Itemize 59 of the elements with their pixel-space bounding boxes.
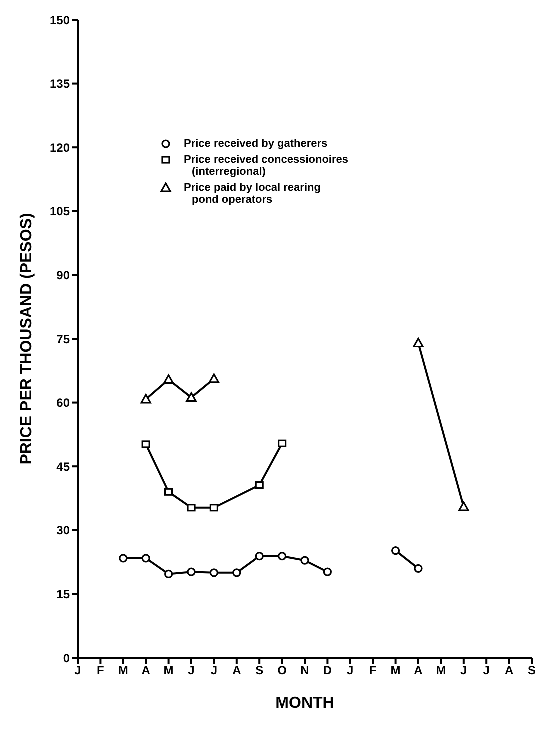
x-tick-label: O (278, 664, 287, 678)
x-tick-label: A (142, 664, 151, 678)
x-tick-label: J (460, 664, 468, 678)
y-tick-label: 135 (50, 77, 70, 92)
point (187, 568, 196, 576)
y-tick-label: 150 (50, 13, 70, 28)
point (210, 504, 218, 512)
x-tick-label: M (436, 664, 446, 678)
point (414, 564, 423, 573)
x-tick-label: F (97, 664, 104, 678)
point (300, 556, 310, 565)
y-axis-title: PRICE PER THOUSAND (PESOS) (18, 213, 36, 465)
x-tick-label: J (347, 664, 354, 678)
point (255, 552, 264, 561)
x-axis-title: MONTH (276, 695, 334, 712)
point (278, 552, 287, 561)
point (210, 568, 218, 578)
x-tick-label: F (369, 664, 377, 678)
point (255, 482, 264, 490)
x-tick-label: J (210, 664, 218, 678)
x-tick-label: A (232, 664, 242, 678)
point (164, 374, 174, 384)
y-tick-label: 75 (56, 332, 70, 346)
x-tick-label: J (74, 664, 82, 678)
y-tick-label: 90 (56, 268, 70, 282)
point (392, 546, 400, 556)
x-tick-label: N (300, 664, 310, 678)
x-tick-label: M (118, 664, 128, 678)
point (140, 394, 152, 404)
y-tick-label: 120 (50, 140, 70, 155)
point (164, 488, 174, 496)
point (208, 374, 220, 384)
x-tick-label: J (483, 664, 490, 678)
legend-label: Price received by gatherers (184, 138, 328, 150)
y-tick-label: 105 (50, 204, 70, 219)
x-tick-label: M (164, 664, 174, 678)
point (119, 554, 128, 563)
x-tick-label: S (528, 664, 536, 678)
y-tick-label: 0 (63, 651, 70, 666)
x-tick-label: D (323, 664, 332, 678)
y-tick-label: 30 (56, 524, 70, 538)
x-tick-label: A (504, 664, 514, 678)
y-tick-label: 60 (56, 396, 70, 410)
point (187, 504, 196, 512)
point (232, 568, 242, 578)
legend-label: Price received concessionoires (interregional) (184, 154, 348, 178)
y-tick-label: 45 (56, 460, 70, 474)
y-tick-label: 15 (56, 587, 70, 602)
x-tick-label: S (256, 664, 264, 678)
point (164, 570, 174, 579)
x-tick-label: A (414, 664, 424, 678)
point (186, 392, 197, 402)
x-tick-label: J (188, 664, 195, 678)
legend-label: Price paid by local rearing pond operators (184, 182, 321, 206)
x-tick-label: M (390, 664, 401, 678)
point (142, 554, 150, 563)
point (323, 568, 332, 576)
point (142, 440, 150, 448)
point (278, 440, 287, 448)
